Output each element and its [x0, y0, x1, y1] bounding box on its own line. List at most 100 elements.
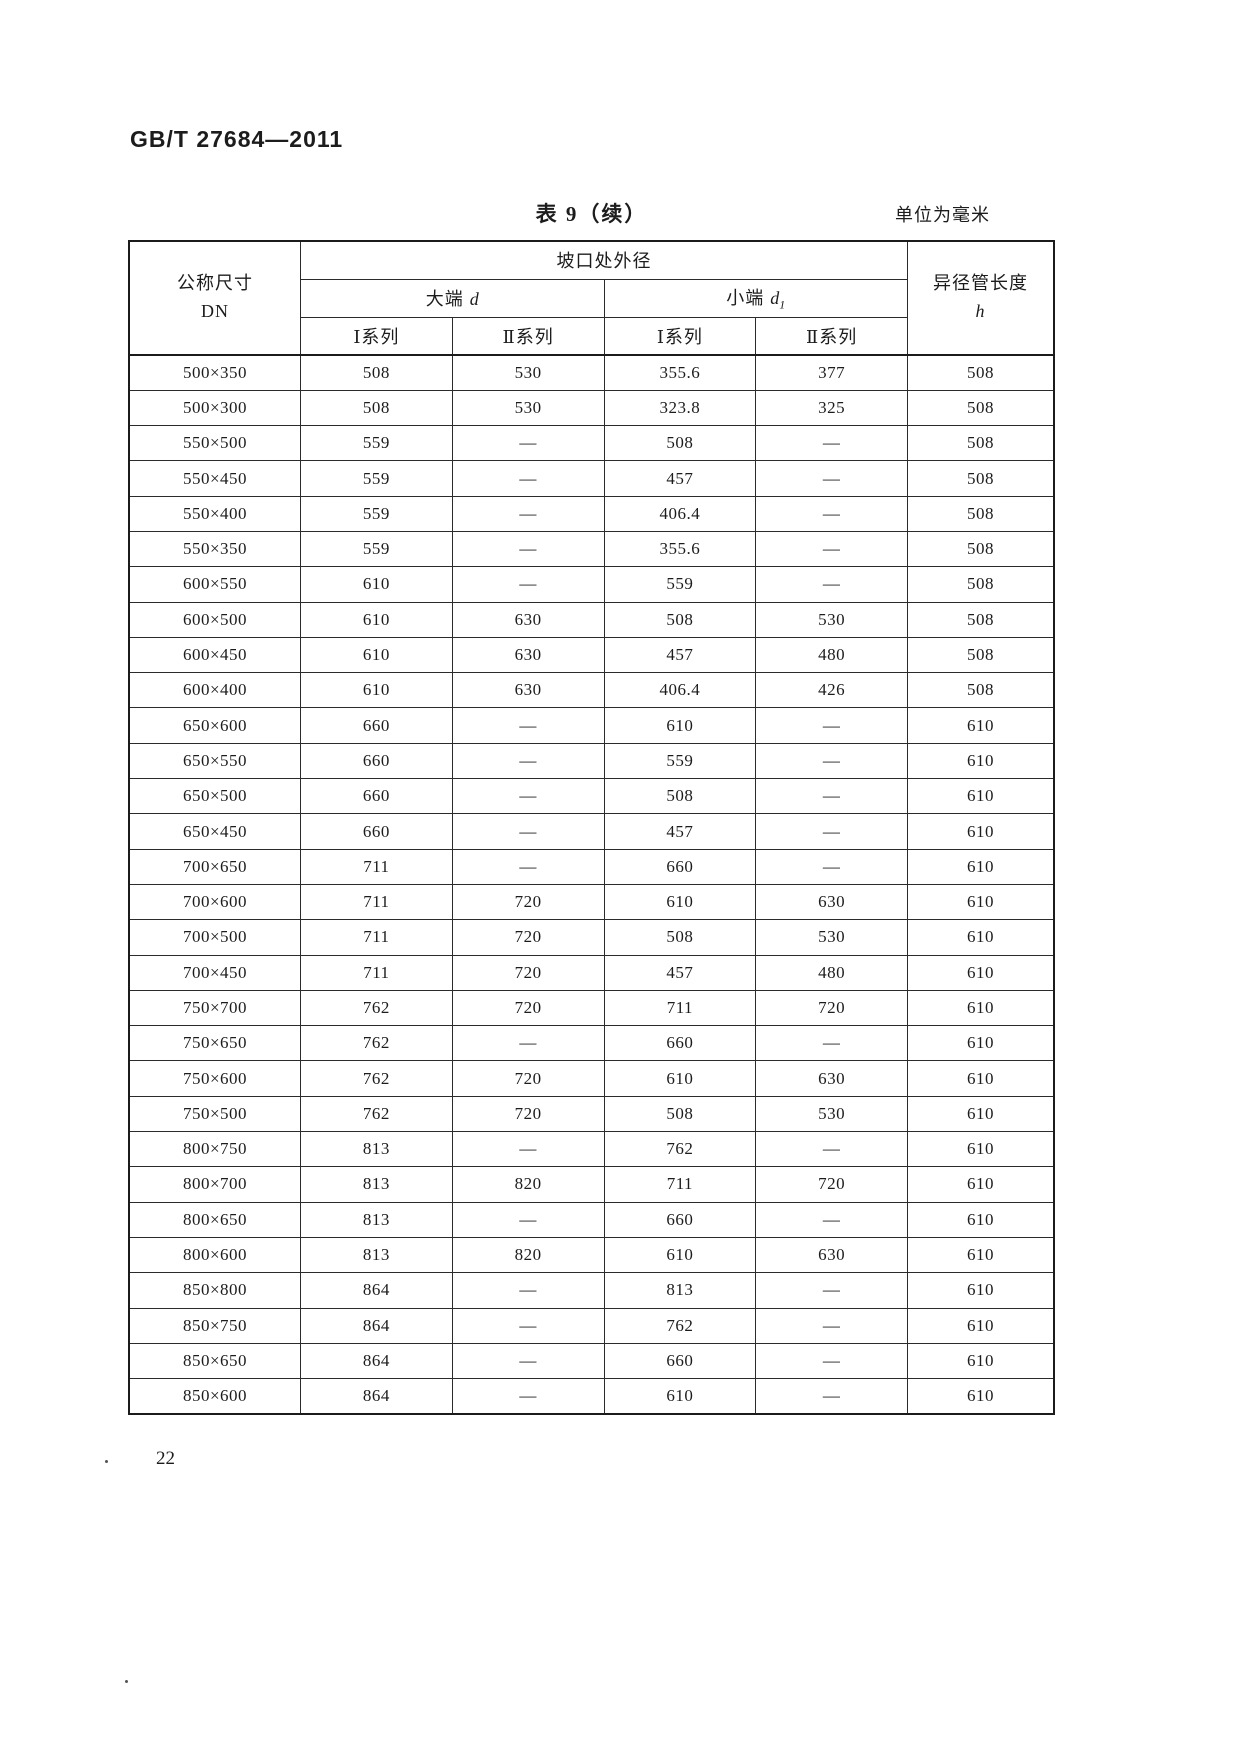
cell-small-ii: — — [755, 425, 908, 462]
cell-big-ii: — — [451, 1201, 605, 1238]
table-row: 700×600 711 720 610 630 610 — [128, 883, 1055, 921]
cell-big-i: 508 — [300, 389, 453, 427]
table-row: 850×800 864—813—610 — [128, 1272, 1055, 1309]
header-nominal-size-label: 公称尺寸 — [177, 273, 253, 294]
cell-big-i: 813 — [300, 1131, 453, 1168]
table-row: 500×350 508 530 355.6 377 508 — [128, 354, 1055, 391]
cell-h: 610 — [907, 848, 1055, 885]
cell-small-ii: 325 — [755, 389, 908, 427]
cell-big-i: 864 — [300, 1307, 453, 1344]
cell-small-i: 508 — [603, 601, 757, 638]
header-nominal-size-symbol: DN — [201, 301, 229, 321]
cell-big-i: 660 — [300, 813, 453, 850]
cell-small-i: 559 — [603, 742, 757, 780]
cell-dn: 700×450 — [128, 954, 301, 991]
table-row: 550×350 559—355.6—508 — [128, 530, 1055, 568]
header-small-end: 小端 d1 — [603, 278, 908, 318]
table-row: 650×450 660—457—610 — [128, 813, 1055, 850]
cell-small-ii: — — [755, 742, 908, 780]
cell-small-i: 508 — [603, 919, 757, 956]
cell-big-i: 864 — [300, 1342, 453, 1380]
header-small-end-series-2: Ⅱ系列 — [755, 316, 908, 356]
table-row: 750×600 762 720 610 630 610 — [128, 1060, 1055, 1097]
cell-big-i: 762 — [300, 1060, 453, 1097]
cell-big-ii: — — [451, 778, 605, 815]
cell-small-i: 508 — [603, 1095, 757, 1133]
cell-small-i: 457 — [603, 636, 757, 674]
table-row: 700×500 711 720 508 530 610 — [128, 919, 1055, 956]
cell-small-ii: — — [755, 778, 908, 815]
cell-big-ii: — — [451, 1272, 605, 1309]
header-reducer-length-symbol: h — [975, 301, 986, 321]
cell-dn: 550×350 — [128, 530, 301, 568]
table-row: 600×550 610—559—508 — [128, 566, 1055, 603]
cell-small-ii: — — [755, 1342, 908, 1380]
table-row: 850×750 864—762—610 — [128, 1307, 1055, 1344]
cell-big-ii: — — [451, 1307, 605, 1344]
cell-h: 610 — [907, 742, 1055, 780]
cell-small-i: 762 — [603, 1307, 757, 1344]
cell-small-i: 660 — [603, 848, 757, 885]
cell-h: 610 — [907, 1060, 1055, 1097]
cell-h: 610 — [907, 954, 1055, 991]
cell-small-ii: — — [755, 848, 908, 885]
cell-big-i: 762 — [300, 1025, 453, 1062]
header-big-end-series-2: Ⅱ系列 — [451, 316, 605, 356]
cell-big-ii: — — [451, 1131, 605, 1168]
cell-h: 508 — [907, 672, 1055, 709]
cell-big-i: 762 — [300, 989, 453, 1027]
cell-small-i: 610 — [603, 883, 757, 921]
cell-dn: 800×600 — [128, 1236, 301, 1274]
cell-small-i: 660 — [603, 1201, 757, 1238]
cell-h: 508 — [907, 566, 1055, 603]
table-row: 800×700 813 820 711 720 610 — [128, 1166, 1055, 1203]
cell-small-ii: 720 — [755, 1166, 908, 1203]
cell-big-i: 711 — [300, 954, 453, 991]
header-big-end-series-1: Ⅰ系列 — [300, 316, 453, 356]
cell-small-ii: — — [755, 530, 908, 568]
cell-dn: 800×650 — [128, 1201, 301, 1238]
small-end-symbol: d1 — [770, 287, 786, 312]
cell-small-ii: 630 — [755, 1060, 908, 1097]
header-row-series: Ⅰ系列 Ⅱ系列 Ⅰ系列 Ⅱ系列 — [129, 316, 1054, 356]
cell-dn: 550×500 — [128, 425, 301, 462]
cell-small-ii: — — [755, 1307, 908, 1344]
cell-small-i: 355.6 — [603, 530, 757, 568]
cell-big-ii: — — [451, 425, 605, 462]
header-big-end: 大端 d — [300, 278, 605, 318]
header-small-end-series-1: Ⅰ系列 — [603, 316, 757, 356]
cell-big-ii: 630 — [451, 636, 605, 674]
cell-small-ii: 530 — [755, 919, 908, 956]
cell-small-ii: — — [755, 1378, 908, 1415]
cell-big-ii: 820 — [451, 1236, 605, 1274]
cell-small-ii: 630 — [755, 1236, 908, 1274]
cell-small-ii: 720 — [755, 989, 908, 1027]
header-reducer-length: 异径管长度 h — [907, 240, 1055, 356]
cell-dn: 600×500 — [128, 601, 301, 638]
header-row-groups: 公称尺寸 DN 坡口处外径 异径管长度 h — [128, 240, 1055, 356]
cell-big-i: 559 — [300, 460, 453, 497]
cell-big-ii: 630 — [451, 672, 605, 709]
cell-big-ii: — — [451, 530, 605, 568]
cell-dn: 750×500 — [128, 1095, 301, 1133]
cell-dn: 500×350 — [128, 354, 301, 391]
cell-big-ii: — — [451, 813, 605, 850]
big-end-symbol: d — [469, 289, 479, 309]
table-row: 600×400 610 630 406.4 426 508 — [128, 672, 1055, 709]
cell-small-ii: 480 — [755, 954, 908, 991]
cell-dn: 600×450 — [128, 636, 301, 674]
cell-small-i: 457 — [603, 460, 757, 497]
cell-dn: 750×600 — [128, 1060, 301, 1097]
cell-h: 610 — [907, 707, 1055, 744]
cell-small-ii: — — [755, 1272, 908, 1309]
cell-small-ii: — — [755, 1201, 908, 1238]
cell-h: 610 — [907, 1342, 1055, 1380]
reducer-dimension-table: 公称尺寸 DN 坡口处外径 异径管长度 h 大端 d 小端 d1 Ⅰ系列 Ⅱ系列 Ⅰ… — [128, 240, 1055, 1415]
cell-h: 610 — [907, 1201, 1055, 1238]
cell-h: 610 — [907, 1025, 1055, 1062]
cell-small-i: 610 — [603, 707, 757, 744]
cell-big-i: 711 — [300, 919, 453, 956]
cell-big-ii: 630 — [451, 601, 605, 638]
cell-h: 610 — [907, 989, 1055, 1027]
page-number: 22 — [156, 1448, 175, 1469]
